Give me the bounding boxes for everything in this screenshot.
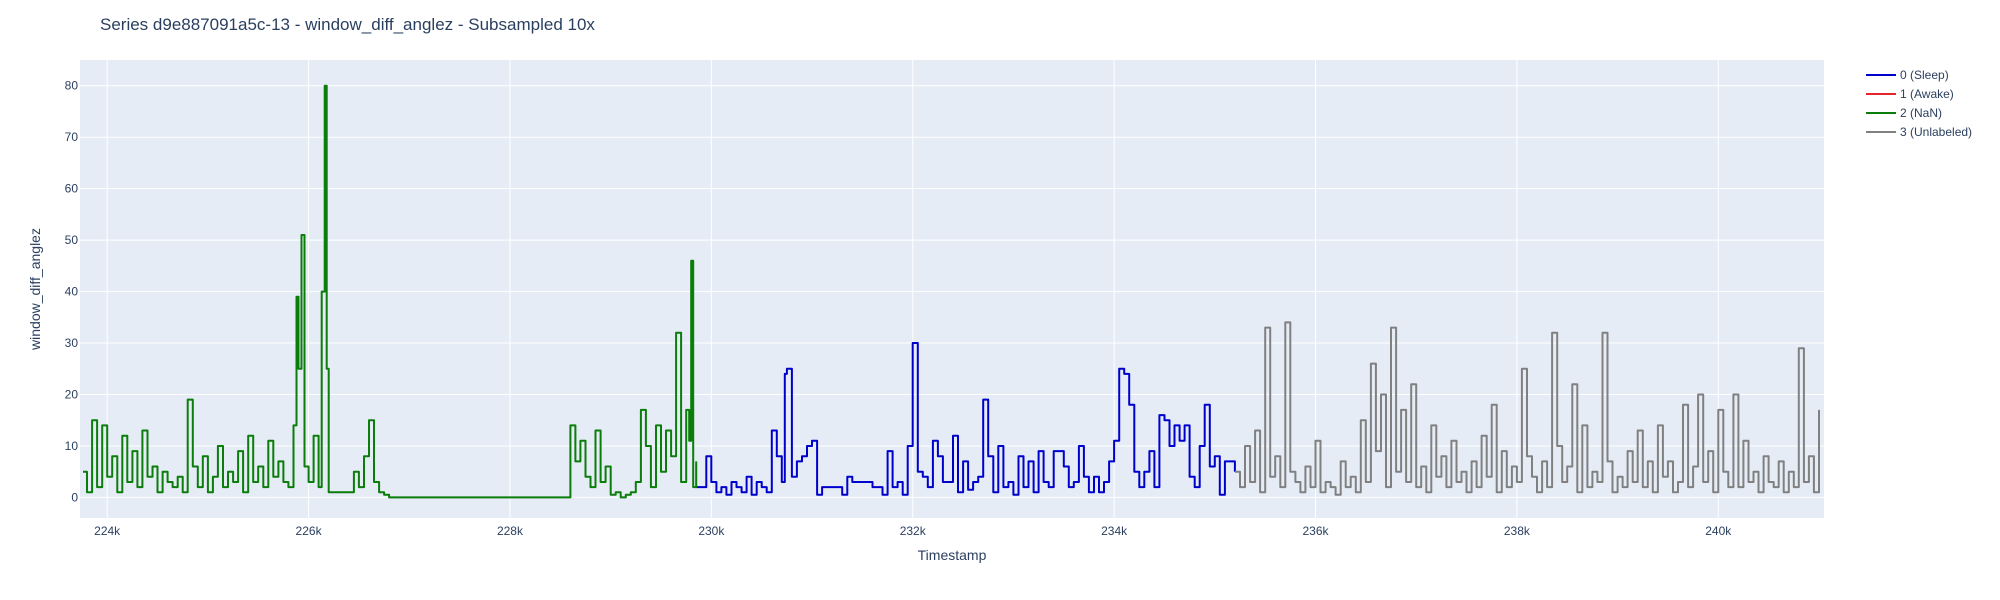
x-tick-label: 234k — [1101, 524, 1128, 538]
chart-title: Series d9e887091a5c-13 - window_diff_ang… — [100, 15, 595, 34]
y-tick-label: 40 — [65, 285, 79, 299]
x-tick-label: 230k — [698, 524, 725, 538]
y-tick-label: 10 — [65, 439, 79, 453]
y-axis-ticks: 0 10 20 30 40 50 60 70 80 — [65, 79, 79, 505]
legend-item-3[interactable]: 3 (Unlabeled) — [1866, 125, 1972, 139]
legend-item-1[interactable]: 1 (Awake) — [1866, 87, 1954, 101]
series-lines — [83, 84, 1820, 499]
y-axis-title: window_diff_anglez — [27, 228, 43, 351]
series-line-0 — [696, 342, 1236, 496]
y-tick-label: 0 — [71, 490, 78, 504]
x-tick-label: 228k — [497, 524, 524, 538]
series-line-3 — [1234, 321, 1820, 496]
legend-item-0[interactable]: 0 (Sleep) — [1866, 68, 1949, 82]
y-tick-label: 70 — [65, 130, 79, 144]
x-tick-label: 238k — [1504, 524, 1531, 538]
x-tick-label: 236k — [1302, 524, 1329, 538]
legend-label: 1 (Awake) — [1900, 87, 1954, 101]
x-axis-ticks: 224k 226k 228k 230k 232k 234k 236k 238k 240k — [94, 524, 1732, 538]
x-tick-label: 240k — [1705, 524, 1732, 538]
x-axis-title: Timestamp — [918, 547, 987, 563]
y-tick-label: 60 — [65, 182, 79, 196]
x-tick-label: 232k — [900, 524, 927, 538]
legend-label: 3 (Unlabeled) — [1900, 125, 1972, 139]
legend-item-2[interactable]: 2 (NaN) — [1866, 106, 1942, 120]
legend[interactable]: 0 (Sleep) 1 (Awake) 2 (NaN) 3 (Unlabeled) — [1866, 68, 1972, 139]
y-tick-label: 30 — [65, 336, 79, 350]
legend-label: 0 (Sleep) — [1900, 68, 1949, 82]
y-tick-label: 50 — [65, 233, 79, 247]
x-tick-label: 224k — [94, 524, 121, 538]
x-tick-label: 226k — [296, 524, 323, 538]
legend-label: 2 (NaN) — [1900, 106, 1942, 120]
y-tick-label: 80 — [65, 79, 79, 93]
y-tick-label: 20 — [65, 387, 79, 401]
series-line-2 — [83, 84, 698, 499]
